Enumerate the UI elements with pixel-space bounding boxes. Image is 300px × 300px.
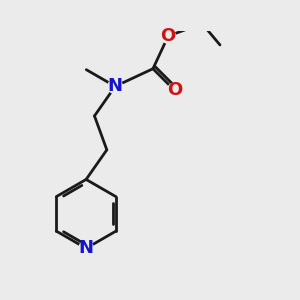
Circle shape [167,83,182,98]
Circle shape [79,241,93,256]
Circle shape [161,29,176,43]
Text: O: O [167,81,182,99]
Text: O: O [160,27,176,45]
Text: N: N [108,77,123,95]
Text: N: N [79,239,94,257]
Circle shape [108,79,122,94]
